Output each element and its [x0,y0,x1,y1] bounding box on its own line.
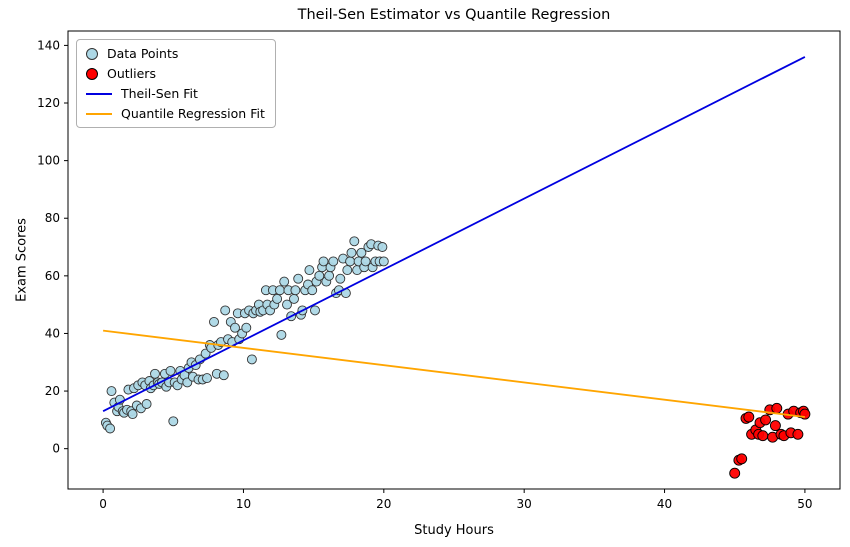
outliers-point [792,428,804,440]
data-points-point [150,368,160,379]
legend-label-data-points: Data Points [107,46,179,61]
chart-title: Theil-Sen Estimator vs Quantile Regressi… [297,7,611,23]
outliers-point [736,453,748,465]
outliers-point [760,414,772,426]
data-points-point [346,247,357,258]
theil-sen-fit-line [102,56,806,413]
quantile-line-icon [86,112,112,115]
data-points-point [345,256,356,267]
data-points-point [328,256,339,267]
data-points-point [307,285,318,296]
x-tick-label: 40 [657,497,672,511]
data-points-point [105,423,116,434]
data-points-point [318,256,329,267]
data-points-point [220,305,231,316]
data-points-point [304,265,315,276]
plot-frame [67,30,841,490]
x-tick-label: 20 [376,497,391,511]
outliers-point [743,411,755,423]
quantile-regression-fit-line [102,329,806,418]
data-points-point [282,299,292,310]
legend-item-data-points: Data Points [86,47,265,60]
x-tick-label: 10 [236,497,251,511]
data-points-point [279,276,290,287]
outliers-point [769,420,781,432]
legend-label-quantile: Quantile Regression Fit [121,106,265,121]
data-points-point [165,365,176,376]
x-tick-label: 50 [797,497,812,511]
outliers-point [799,408,811,420]
data-points-point [377,242,388,252]
data-points-point [335,273,346,284]
outliers-point [729,467,741,479]
data-points-point [274,285,285,296]
data-points-point [168,416,179,427]
legend-label-outliers: Outliers [107,66,156,81]
y-tick-label: 0 [52,442,60,456]
data-points-point [293,273,304,284]
data-points-point [289,293,299,304]
y-tick-label: 120 [37,96,60,110]
y-tick-label: 100 [37,154,60,168]
legend-item-theil-sen: Theil-Sen Fit [86,87,265,100]
y-tick-label: 40 [45,326,60,340]
y-tick-label: 20 [45,384,60,398]
x-tick-label: 0 [99,497,107,511]
y-axis-label: Exam Scores [14,218,30,302]
y-tick-label: 140 [37,38,60,52]
data-points-point [202,373,212,384]
data-points-point [290,285,301,296]
x-axis-label: Study Hours [414,523,494,538]
legend-item-outliers: Outliers [86,67,265,80]
theil-sen-line-icon [86,92,112,95]
data-points-point [230,322,240,333]
data-points-point [141,399,152,409]
data-points-point [314,270,325,281]
data-points-point [241,322,252,333]
x-tick-label: 30 [517,497,532,511]
data-points-point [127,409,138,420]
data-points-point [324,270,335,281]
data-points-marker-icon [86,47,98,60]
outliers-point [757,430,769,442]
y-tick-label: 60 [45,269,60,283]
data-points-point [360,256,371,267]
data-points-point [106,386,117,397]
data-points-point [276,329,287,340]
data-points-point [246,354,257,365]
legend-label-theil-sen: Theil-Sen Fit [121,86,198,101]
data-points-point [378,256,389,267]
y-tick-label: 80 [45,211,60,225]
data-points-point [272,293,283,304]
outliers-point [771,402,783,414]
data-points-point [218,370,229,381]
data-points-point [209,316,219,327]
legend: Data Points Outliers Theil-Sen Fit Quant… [76,39,276,128]
outliers-marker-icon [86,67,98,80]
data-points-point [310,305,320,316]
data-points-point [356,247,367,258]
data-points-point [349,236,360,247]
legend-item-quantile: Quantile Regression Fit [86,107,265,120]
data-points-point [342,265,353,276]
